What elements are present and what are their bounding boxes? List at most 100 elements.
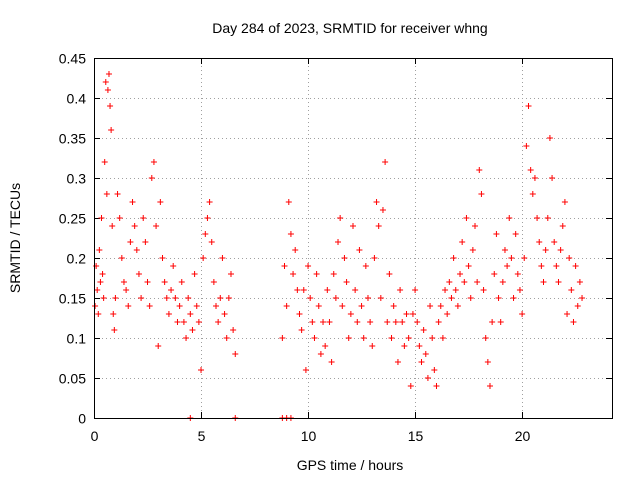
data-point bbox=[519, 311, 526, 317]
data-point bbox=[110, 311, 117, 317]
data-point bbox=[153, 223, 160, 229]
data-point bbox=[474, 279, 481, 285]
data-point bbox=[358, 303, 365, 309]
data-point bbox=[168, 287, 175, 293]
data-point bbox=[499, 279, 506, 285]
data-point bbox=[97, 279, 104, 285]
data-point bbox=[135, 271, 142, 277]
data-point bbox=[107, 103, 114, 109]
data-point bbox=[356, 247, 363, 253]
data-point bbox=[442, 287, 449, 293]
data-points bbox=[92, 71, 586, 421]
data-point bbox=[564, 311, 571, 317]
y-tick-label: 0.45 bbox=[59, 51, 86, 67]
data-point bbox=[454, 303, 461, 309]
y-tick-label: 0 bbox=[78, 411, 86, 427]
data-point bbox=[298, 327, 305, 333]
x-tick-label: 0 bbox=[91, 428, 99, 444]
data-point bbox=[170, 263, 177, 269]
data-point bbox=[570, 319, 577, 325]
data-point bbox=[382, 159, 389, 165]
data-point bbox=[401, 343, 408, 349]
data-point bbox=[534, 215, 541, 221]
data-point bbox=[99, 271, 106, 277]
data-point bbox=[542, 247, 549, 253]
data-point bbox=[414, 319, 421, 325]
data-point bbox=[446, 279, 453, 285]
data-point bbox=[457, 271, 464, 277]
data-point bbox=[332, 295, 339, 301]
data-point bbox=[476, 167, 483, 173]
data-point bbox=[495, 295, 502, 301]
data-point bbox=[484, 359, 491, 365]
data-point bbox=[574, 303, 581, 309]
data-point bbox=[313, 271, 320, 277]
data-point bbox=[337, 215, 344, 221]
data-point bbox=[420, 327, 427, 333]
y-tick-label: 0.1 bbox=[67, 331, 87, 347]
data-point bbox=[450, 255, 457, 261]
data-point bbox=[109, 223, 116, 229]
data-point bbox=[189, 327, 196, 333]
data-point bbox=[465, 263, 472, 269]
data-point bbox=[546, 135, 553, 141]
data-point bbox=[504, 263, 511, 269]
data-point bbox=[431, 367, 438, 373]
data-point bbox=[536, 239, 543, 245]
data-point bbox=[493, 231, 500, 237]
data-point bbox=[559, 223, 566, 229]
data-point bbox=[157, 199, 164, 205]
data-point bbox=[416, 343, 423, 349]
data-point bbox=[95, 311, 102, 317]
data-point bbox=[120, 279, 127, 285]
data-point bbox=[561, 199, 568, 205]
data-point bbox=[403, 311, 410, 317]
data-point bbox=[294, 287, 301, 293]
x-tick-label: 10 bbox=[301, 428, 317, 444]
data-point bbox=[96, 247, 103, 253]
data-point bbox=[176, 303, 183, 309]
data-point bbox=[320, 319, 327, 325]
data-point bbox=[225, 295, 232, 301]
data-point bbox=[118, 255, 125, 261]
data-point bbox=[123, 287, 130, 293]
data-point bbox=[392, 319, 399, 325]
data-point bbox=[529, 191, 536, 197]
data-point bbox=[232, 351, 239, 357]
data-point bbox=[202, 231, 209, 237]
y-tick-label: 0.05 bbox=[59, 371, 86, 387]
data-point bbox=[429, 335, 436, 341]
data-point bbox=[193, 303, 200, 309]
data-point bbox=[427, 303, 434, 309]
data-point bbox=[114, 191, 121, 197]
data-point bbox=[489, 319, 496, 325]
y-tick-label: 0.4 bbox=[67, 91, 87, 107]
data-point bbox=[343, 279, 350, 285]
data-point bbox=[315, 303, 322, 309]
data-point bbox=[142, 239, 149, 245]
data-point bbox=[191, 271, 198, 277]
x-tick-label: 5 bbox=[198, 428, 206, 444]
data-point bbox=[111, 327, 118, 333]
x-tick-label: 20 bbox=[515, 428, 531, 444]
x-tick-label: 15 bbox=[408, 428, 424, 444]
data-point bbox=[418, 359, 425, 365]
data-point bbox=[227, 271, 234, 277]
y-tick-label: 0.2 bbox=[67, 251, 87, 267]
data-point bbox=[510, 295, 517, 301]
data-point bbox=[102, 79, 109, 85]
data-point bbox=[472, 223, 479, 229]
data-point bbox=[105, 71, 112, 77]
chart-title: Day 284 of 2023, SRMTID for receiver whn… bbox=[212, 20, 487, 36]
data-point bbox=[100, 295, 107, 301]
data-point bbox=[544, 215, 551, 221]
data-point bbox=[125, 303, 132, 309]
data-point bbox=[461, 279, 468, 285]
data-point bbox=[482, 335, 489, 341]
data-point bbox=[579, 295, 586, 301]
data-point bbox=[221, 311, 228, 317]
data-point bbox=[367, 319, 374, 325]
data-point bbox=[322, 343, 329, 349]
data-point bbox=[362, 263, 369, 269]
